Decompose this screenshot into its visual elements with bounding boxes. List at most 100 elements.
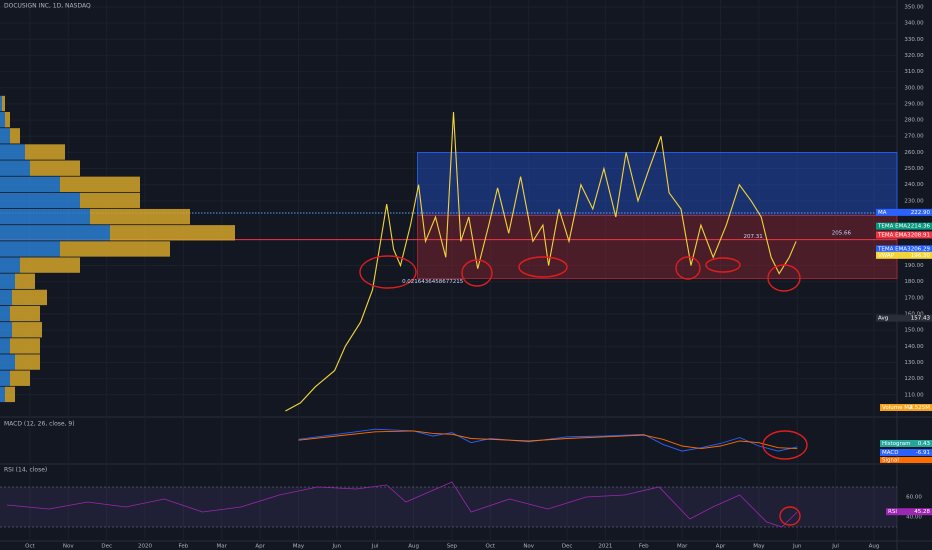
signal-name: Signal	[882, 458, 899, 464]
macd-tag	[880, 449, 932, 456]
x-tick-label: Dec	[101, 544, 112, 550]
profile-down	[2, 95, 5, 112]
y-tick-label: 260.00	[904, 150, 924, 156]
circle	[518, 256, 568, 278]
x-tick-label: Sep	[447, 544, 458, 550]
chart-title: DOCUSIGN INC, 1D, NASDAQ	[4, 3, 91, 10]
profile-up	[0, 208, 90, 225]
circle	[767, 264, 801, 292]
volume-tag	[880, 404, 932, 411]
histogram-name: Histogram	[882, 441, 911, 447]
profile-up	[0, 144, 25, 160]
indicator-tag	[876, 208, 932, 216]
x-tick-label: May	[753, 544, 765, 550]
profile-down	[10, 305, 40, 322]
x-tick-label: Feb	[639, 544, 649, 550]
rsi-tag	[886, 508, 932, 516]
y-tick-label: 110.00	[904, 392, 924, 398]
profile-up	[0, 128, 10, 144]
profile-up	[0, 289, 12, 306]
profile-down	[10, 370, 30, 386]
profile-up	[0, 322, 12, 338]
profile-down	[10, 128, 20, 144]
x-tick-label: May	[293, 544, 305, 550]
y-tick-label: 320.00	[904, 53, 924, 59]
y-tick-label: 140.00	[904, 344, 924, 350]
indicator-name: VWAP	[878, 253, 895, 259]
circle	[705, 257, 741, 273]
indicator-value: 157.43	[911, 316, 931, 322]
indicator-tag	[876, 231, 932, 239]
histogram-value: 0.43	[918, 441, 931, 447]
profile-down	[12, 322, 42, 338]
y-tick-label: 60.00	[906, 495, 922, 501]
x-tick-label: Apr	[255, 544, 265, 550]
x-tick-label: 2020	[138, 544, 152, 550]
profile-down	[15, 354, 40, 370]
circle	[675, 256, 701, 280]
profile-up	[0, 257, 20, 273]
pane-title: RSI (14, close)	[4, 467, 47, 474]
x-tick-label: Mar	[217, 544, 228, 550]
x-tick-label: Jun	[332, 544, 342, 550]
profile-up	[0, 95, 2, 112]
pane-title: MACD (12, 26, close, 9)	[4, 421, 75, 428]
profile-up	[0, 273, 15, 289]
profile-up	[0, 386, 5, 403]
profile-down	[15, 273, 35, 289]
profile-down	[12, 289, 47, 306]
y-tick-label: 160.00	[904, 311, 924, 317]
indicator-tag	[876, 251, 932, 259]
y-tick-label: 250.00	[904, 166, 924, 172]
x-tick-label: Dec	[562, 544, 573, 550]
indicator-value: 208.91	[911, 232, 930, 238]
profile-up	[0, 305, 10, 322]
y-tick-label: 270.00	[904, 134, 924, 140]
y-tick-label: 240.00	[904, 182, 924, 188]
profile-up	[0, 160, 30, 176]
y-tick-label: 350.00	[904, 4, 924, 10]
rsi-name: RSI	[888, 509, 897, 515]
x-tick-label: Nov	[63, 544, 74, 550]
zone	[417, 215, 898, 279]
y-tick-label: 40.00	[906, 515, 922, 521]
indicator-name: TEMA EMA2	[877, 224, 911, 230]
circle	[779, 506, 801, 526]
profile-down	[60, 176, 140, 192]
circle	[359, 255, 417, 289]
profile-down	[5, 111, 10, 128]
x-tick-label: Aug	[869, 544, 880, 550]
profile-down	[110, 225, 235, 241]
annotation: 205.66	[832, 231, 852, 237]
macd-value: -6.91	[916, 450, 930, 456]
annotation: 0.0216436458677215	[402, 279, 464, 285]
indicator-name: Avg	[878, 316, 888, 322]
y-tick-label: 230.00	[904, 198, 924, 204]
profile-up	[0, 176, 60, 192]
y-tick-label: 280.00	[904, 118, 924, 124]
y-tick-label: 130.00	[904, 360, 924, 366]
x-tick-label: Jun	[792, 544, 802, 550]
y-tick-label: 180.00	[904, 279, 924, 285]
indicator-value: 222.90	[911, 210, 931, 216]
y-tick-label: 300.00	[904, 85, 924, 91]
x-tick-label: 2021	[598, 544, 612, 550]
x-tick-label: Aug	[408, 544, 419, 550]
y-tick-label: 290.00	[904, 101, 924, 107]
indicator-tag	[876, 245, 932, 253]
profile-up	[0, 192, 80, 209]
x-tick-label: Jul	[831, 544, 839, 550]
profile-down	[25, 144, 65, 160]
y-tick-label: 170.00	[904, 295, 924, 301]
profile-down	[10, 338, 40, 354]
rsi-band	[0, 487, 897, 527]
histogram-tag	[880, 440, 932, 447]
profile-down	[60, 241, 170, 257]
profile-down	[5, 386, 15, 403]
x-tick-label: Mar	[677, 544, 688, 550]
y-tick-label: 340.00	[904, 21, 924, 27]
x-tick-label: Nov	[523, 544, 534, 550]
hand-drawn-circles	[359, 255, 808, 526]
profile-up	[0, 370, 10, 386]
